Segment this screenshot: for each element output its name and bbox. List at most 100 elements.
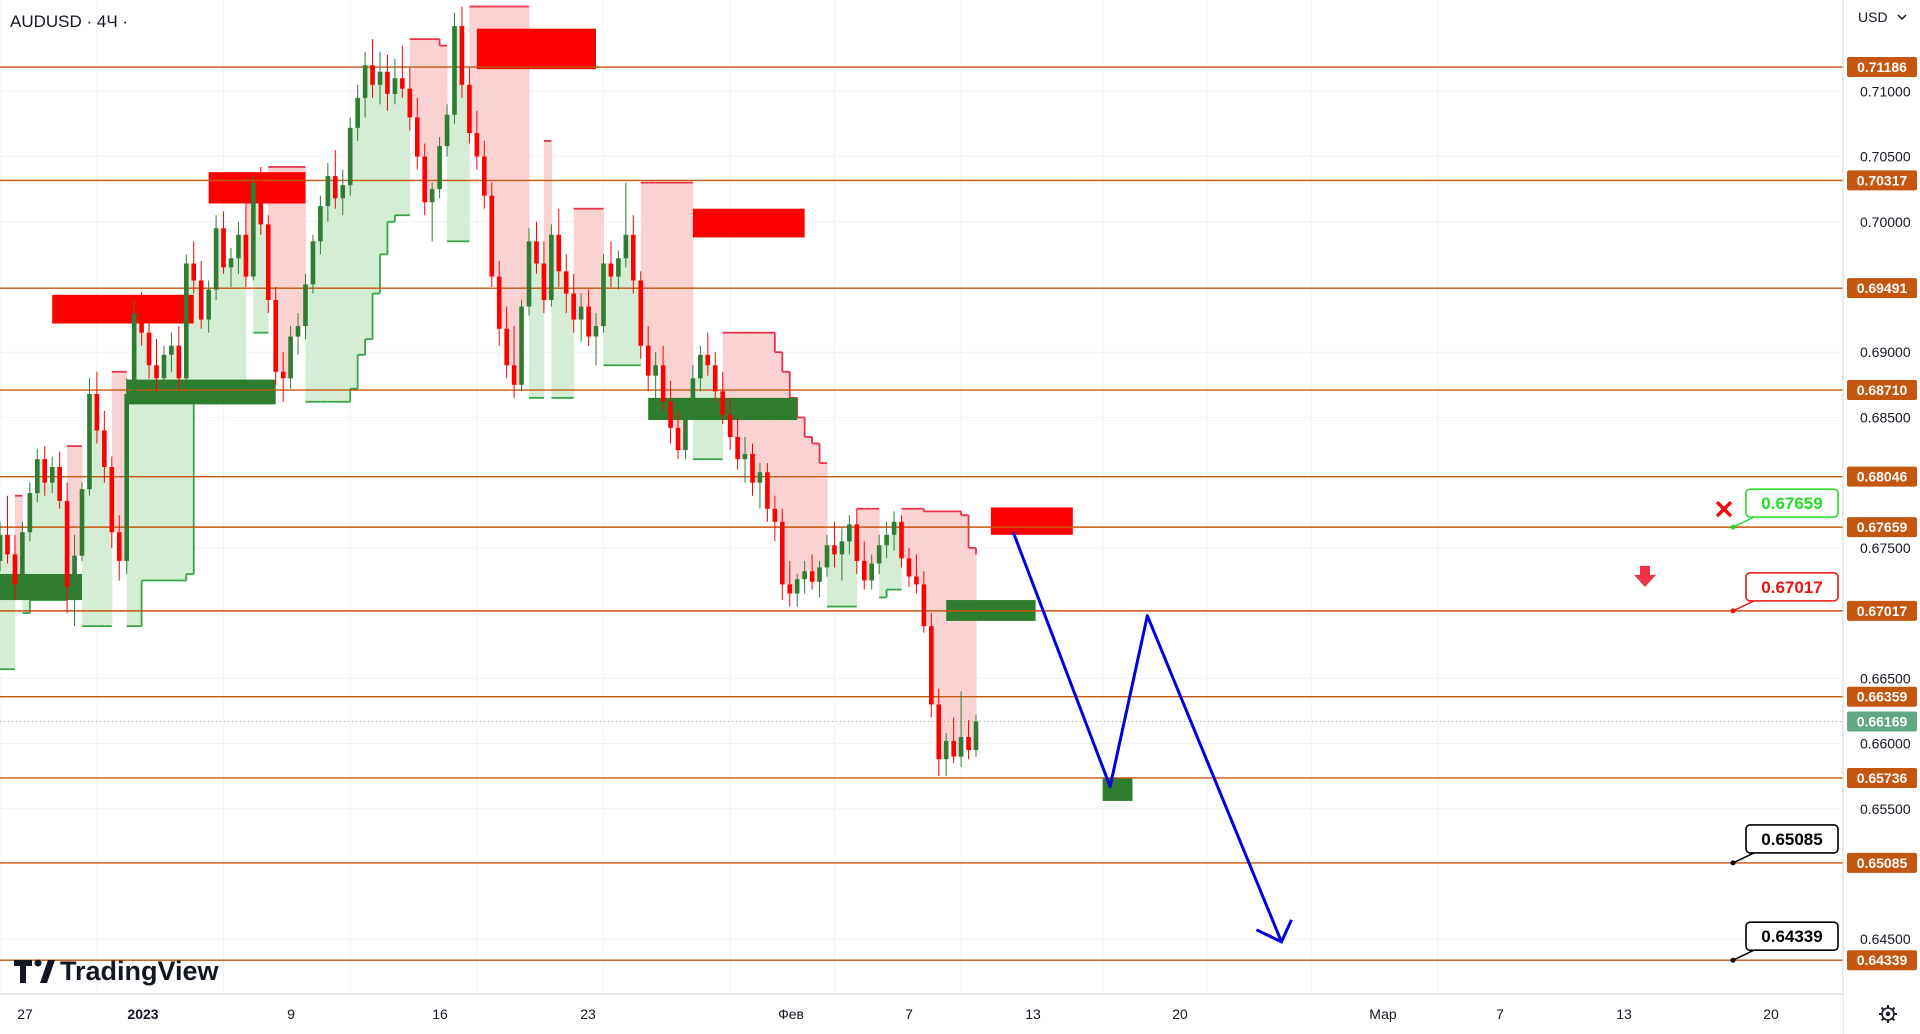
gear-icon[interactable] — [1879, 1005, 1897, 1023]
level-price-badge[interactable] — [1847, 278, 1917, 299]
candle-body — [698, 354, 703, 379]
callout-box[interactable] — [1745, 824, 1839, 854]
trend-band-fill — [171, 345, 180, 581]
candle-body — [154, 365, 159, 379]
trend-band-fill — [722, 332, 731, 415]
level-price-badge[interactable] — [1847, 767, 1917, 788]
price-tick-label: 0.65500 — [1860, 801, 1911, 817]
trend-band-fill — [59, 500, 68, 601]
trend-band-fill — [715, 391, 724, 460]
candle-body — [265, 224, 271, 301]
time-tick-label: 7 — [905, 1006, 913, 1022]
candle-body — [608, 263, 614, 277]
level-price-badge[interactable] — [1847, 950, 1917, 971]
candle-body — [526, 241, 532, 307]
currency-selector[interactable]: USD — [1858, 9, 1888, 25]
trend-band-fill — [387, 93, 396, 222]
candle-body — [958, 737, 964, 757]
callout-box[interactable] — [1745, 488, 1839, 518]
trend-band-fill — [126, 393, 135, 627]
candle-body — [42, 459, 48, 483]
trend-band-fill — [22, 532, 31, 614]
callout-label: 0.65085 — [1761, 830, 1822, 849]
candle-body — [757, 472, 763, 483]
price-tick-label: 0.66500 — [1860, 670, 1911, 686]
trend-band-fill — [283, 166, 292, 379]
candle-body — [414, 117, 420, 157]
callout-box[interactable] — [1745, 572, 1839, 602]
trend-band-fill — [774, 352, 783, 522]
trend-band-fill — [7, 554, 16, 670]
callout-anchor — [1730, 860, 1736, 866]
forecast-polyline[interactable] — [1011, 531, 1283, 943]
candle-body — [839, 541, 845, 555]
callout-leader — [1732, 949, 1755, 961]
trend-band-fill — [543, 140, 552, 301]
trend-band-fill — [625, 234, 634, 366]
candle-body — [653, 365, 658, 376]
candle-body — [206, 289, 211, 320]
trend-band-fill — [476, 6, 485, 157]
price-callouts[interactable]: 0.67659 0.67017 0.65085 0.64339 — [1634, 488, 1839, 963]
callout-label: 0.64339 — [1761, 927, 1822, 946]
candle-body — [236, 234, 241, 259]
level-price-badge[interactable] — [1847, 170, 1917, 191]
trend-band-fill — [923, 511, 932, 627]
level-price-badge[interactable] — [1847, 686, 1917, 707]
trend-band-fill — [231, 258, 239, 389]
candle-body — [385, 71, 390, 94]
trend-band-fill — [424, 39, 433, 203]
level-price-badge[interactable] — [1847, 57, 1917, 78]
candle-body — [601, 263, 606, 327]
candle-body — [727, 414, 733, 437]
level-price-badge[interactable] — [1847, 600, 1917, 621]
trend-band-fill — [663, 182, 672, 402]
time-axis[interactable]: 27 2023 9 16 23 Фев 7 13 20 Мар 7 13 20 — [17, 1006, 1779, 1022]
candle-body — [273, 300, 278, 372]
candle-body — [459, 26, 465, 85]
callout-label: 0.67659 — [1761, 494, 1822, 513]
trend-band-fill — [193, 280, 202, 402]
level-price-badge[interactable] — [1847, 466, 1917, 487]
callout-box[interactable] — [1745, 921, 1839, 952]
candle-body — [452, 26, 457, 115]
price-axis[interactable]: 0.71000 0.70500 0.70000 0.69000 0.68500 0.675… — [1847, 57, 1917, 971]
trend-band-fill — [327, 176, 336, 402]
trend-band-fill — [573, 208, 582, 320]
candle-body — [616, 258, 621, 277]
level-price-label: 0.65736 — [1857, 770, 1908, 786]
candle-body — [623, 234, 629, 259]
candle-body — [914, 576, 919, 585]
level-price-label: 0.67659 — [1857, 519, 1908, 535]
trend-band-fill — [730, 332, 739, 437]
trend-band-fill — [678, 182, 686, 451]
candle-body — [221, 228, 226, 268]
candle-body — [519, 306, 524, 385]
price-tick-label: 0.67500 — [1860, 540, 1911, 556]
forecast-path[interactable] — [1011, 531, 1293, 944]
level-price-badge[interactable] — [1847, 517, 1917, 538]
forecast-arrowhead — [1255, 919, 1293, 944]
time-tick-label: 13 — [1025, 1006, 1041, 1022]
symbol-title[interactable]: AUDUSD · 4Ч · — [10, 12, 128, 31]
candle-body — [12, 554, 18, 585]
demand-zone — [126, 379, 276, 405]
candle-body — [474, 133, 480, 157]
horizontal-levels[interactable] — [0, 66, 1843, 961]
callout-leader — [1732, 600, 1755, 612]
trend-band-fill — [916, 508, 925, 585]
candle-body — [467, 84, 472, 134]
candle-body — [444, 114, 450, 147]
candle-body — [482, 156, 487, 196]
price-tick-label: 0.64500 — [1860, 931, 1911, 947]
candle-body — [787, 584, 793, 594]
level-price-badge[interactable] — [1847, 380, 1917, 401]
candle-body — [198, 280, 204, 320]
current-price-badge[interactable] — [1847, 711, 1917, 732]
supply-zone — [990, 507, 1073, 535]
trend-band-fill — [864, 508, 873, 581]
level-price-badge[interactable] — [1847, 852, 1917, 873]
current-price-label: 0.66169 — [1857, 713, 1908, 729]
chevron-down-icon[interactable] — [1897, 14, 1907, 21]
